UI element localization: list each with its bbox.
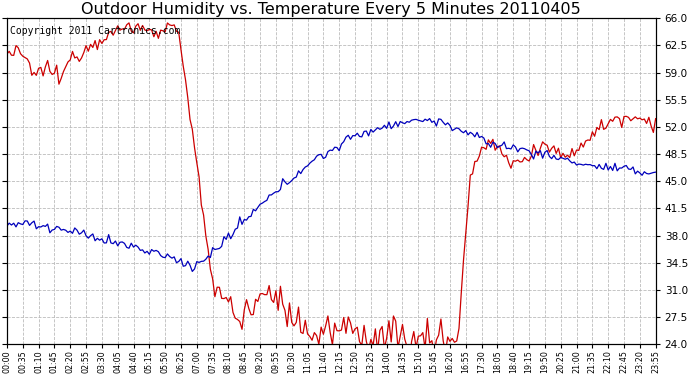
Title: Outdoor Humidity vs. Temperature Every 5 Minutes 20110405: Outdoor Humidity vs. Temperature Every 5…	[81, 2, 581, 17]
Text: Copyright 2011 Cartronics.com: Copyright 2011 Cartronics.com	[10, 26, 181, 36]
